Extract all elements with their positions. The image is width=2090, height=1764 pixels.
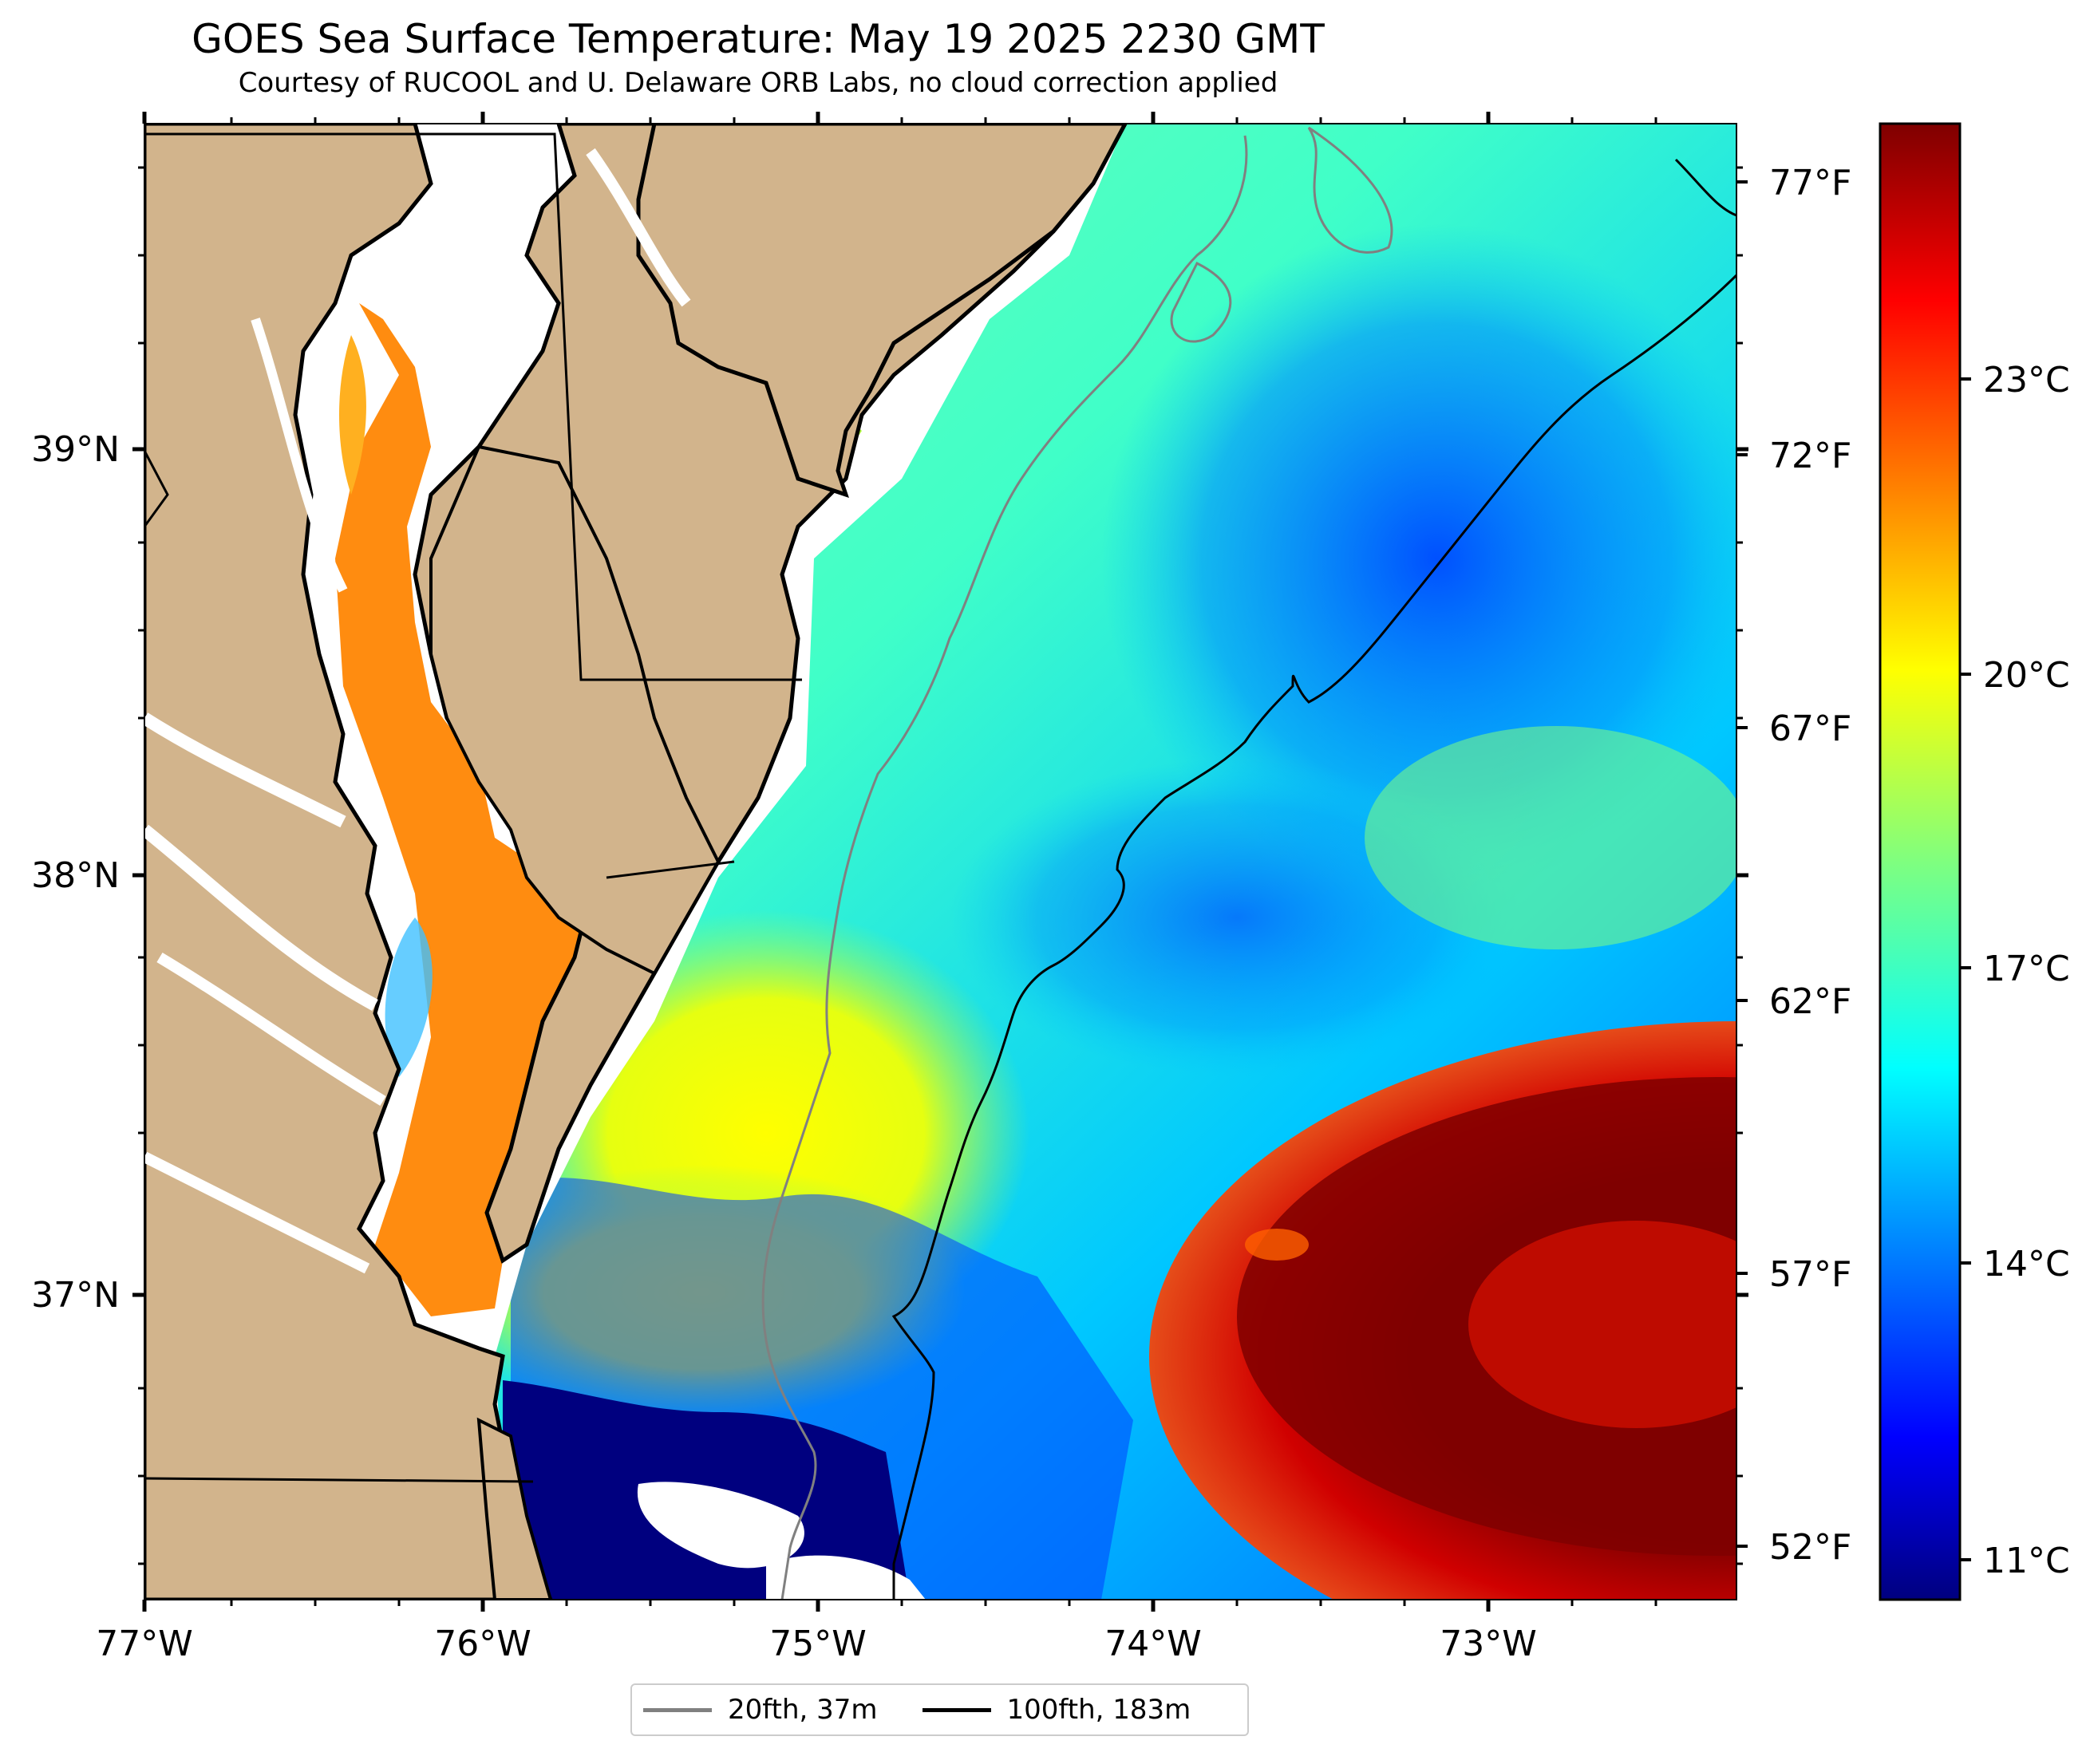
lat-ticks [132, 447, 1748, 1297]
lon-tick-label: 75°W [769, 1624, 867, 1664]
bay-cool-patch [385, 918, 433, 1077]
lon-tick-label: 77°W [96, 1624, 193, 1664]
upper-bay [339, 335, 366, 495]
map-subtitle: Courtesy of RUCOOL and U. Delaware ORB L… [238, 67, 1278, 99]
colorbar-label: 23°C [1983, 360, 2070, 401]
legend-label: 20fth, 37m [728, 1694, 878, 1726]
lat-tick-label: 38°N [31, 855, 120, 896]
gulf-stream-eddy [1468, 1221, 1736, 1428]
lon-tick-label: 76°W [434, 1624, 531, 1664]
lon-ticks [142, 112, 1491, 1612]
cool-water-region [1101, 223, 1736, 894]
state-boundaries [144, 132, 802, 1483]
lat-tick-label: 39°N [31, 429, 120, 470]
land [144, 124, 1128, 1600]
lat-minor-ticks [138, 166, 1743, 1565]
fahrenheit-ticks [1736, 180, 1748, 1548]
isobath-20-fathom [761, 135, 1248, 1600]
legend-line-black [922, 1707, 991, 1712]
legend-line-gray [643, 1707, 712, 1712]
colorbar-label: 14°C [1983, 1244, 2070, 1285]
fahrenheit-label: 72°F [1769, 436, 1851, 476]
colorbar [1879, 122, 1962, 1601]
warm-eddy [1245, 1229, 1309, 1261]
fahrenheit-label: 62°F [1769, 981, 1851, 1022]
chesapeake-bay-sst [335, 303, 591, 1316]
legend-label: 100fth, 183m [1006, 1694, 1191, 1726]
missing-data-patch [637, 1482, 804, 1569]
fahrenheit-label: 77°F [1769, 163, 1851, 203]
legend-item-20fth: 20fth, 37m [643, 1694, 878, 1726]
fahrenheit-label: 52°F [1769, 1527, 1851, 1568]
lon-tick-label: 74°W [1104, 1624, 1202, 1664]
missing-data-patch-2 [766, 1555, 926, 1600]
fahrenheit-label: 57°F [1769, 1254, 1851, 1295]
map-title: GOES Sea Surface Temperature: May 19 202… [192, 16, 1325, 62]
lon-minor-ticks [230, 117, 1657, 1606]
colorbar-label: 11°C [1983, 1541, 2070, 1581]
warm-filament [1365, 726, 1736, 949]
isobath-100-fathom [891, 274, 1736, 1600]
lat-tick-label: 37°N [31, 1275, 120, 1316]
colorbar-ticks [1960, 377, 1971, 1561]
map-panel [144, 124, 1736, 1600]
isobath-legend: 20fth, 37m 100fth, 183m [630, 1683, 1249, 1736]
colorbar-label: 17°C [1983, 949, 2070, 989]
legend-item-100fth: 100fth, 183m [922, 1694, 1191, 1726]
lon-tick-label: 73°W [1440, 1624, 1537, 1664]
colorbar-label: 20°C [1983, 655, 2070, 696]
fahrenheit-label: 67°F [1769, 708, 1851, 749]
map-frame [144, 123, 1737, 1600]
